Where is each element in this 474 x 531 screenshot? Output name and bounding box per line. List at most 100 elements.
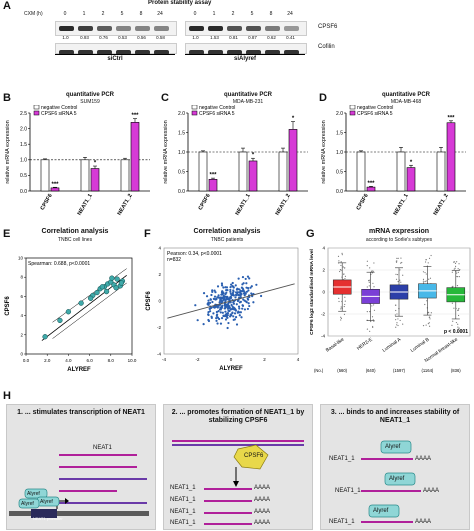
- outlier-point: [458, 307, 460, 310]
- band-ratio: 1.0: [192, 35, 199, 40]
- scatter-point: [219, 311, 222, 314]
- legend-swatch-control: [349, 105, 356, 110]
- scatter-point: [65, 309, 72, 315]
- scatter-point: [220, 316, 224, 320]
- outlier-point: [427, 312, 429, 314]
- category-label: Luminal A: [381, 336, 402, 353]
- panel-letter-a: A: [3, 0, 11, 12]
- scatter-point: [210, 293, 213, 297]
- scatter-point: [224, 286, 227, 289]
- outlier-point: [430, 312, 432, 314]
- outlier-point: [341, 254, 343, 256]
- panelA-chx-label: CXM (h): [24, 11, 43, 17]
- scatter-point: [242, 290, 245, 293]
- outlier-point: [344, 267, 346, 269]
- scatter-point: [207, 303, 210, 306]
- blot-cpsf6-sictrl: [55, 21, 177, 36]
- outlier-point: [457, 314, 460, 317]
- timepoint-label: 0: [193, 11, 197, 17]
- outlier-point: [459, 269, 461, 271]
- band-ratio: 0.41: [286, 35, 295, 40]
- bar-sirna: [446, 122, 456, 192]
- x-tick-label: 4.0: [65, 358, 72, 363]
- scatter-point: [224, 307, 227, 310]
- legend-label-control: negative Control: [357, 105, 393, 111]
- scatter-point: [236, 291, 239, 294]
- panelE-title: Correlation analysis: [41, 228, 109, 235]
- band-ratio: 0.58: [156, 35, 165, 40]
- outlier-point: [340, 319, 342, 321]
- scatter-point: [202, 292, 206, 295]
- outlier-point: [424, 280, 426, 283]
- legend-swatch-sirna: [191, 110, 198, 116]
- y-axis-label: relative mRNA expression: [163, 120, 169, 183]
- outlier-point: [343, 305, 345, 308]
- category-label: NEAT1_1: [235, 193, 252, 217]
- outlier-point: [366, 328, 369, 330]
- pvalue-annotation: p < 0.0001: [444, 329, 468, 335]
- alyref-bound-2: [384, 472, 416, 486]
- timepoint-label: 24: [157, 11, 163, 17]
- scatter-point: [228, 315, 232, 318]
- box1-alyref-label-2: Alyref: [40, 499, 53, 505]
- outlier-point: [395, 319, 397, 321]
- scatter-point: [220, 300, 224, 303]
- x-tick-label: 0.0: [23, 358, 30, 363]
- outlier-point: [344, 303, 346, 306]
- scatter-point: [221, 311, 224, 314]
- y-tick-label: 4: [158, 246, 161, 251]
- box3-transcript-1: NEAT1_1: [329, 456, 355, 462]
- pcr-title: quantitative PCR: [381, 92, 430, 98]
- category-label: CPSF6: [356, 193, 370, 211]
- scatter-point: [234, 293, 238, 296]
- scatter-point: [232, 315, 235, 318]
- y-tick-label: 2: [158, 272, 161, 277]
- mechanism-box-2: 2. ... promotes formation of NEAT1_1 by …: [163, 404, 313, 530]
- box-her2-e: [361, 260, 380, 332]
- scatter-point: [235, 303, 238, 306]
- scatter-point: [113, 285, 119, 291]
- scatter-point: [229, 290, 232, 293]
- y-tick-label: 1.0: [178, 150, 185, 156]
- panelE-subtitle: TNBC cell lines: [57, 237, 93, 243]
- category-label: NEAT1_1: [393, 193, 410, 217]
- y-tick-label: 8: [20, 275, 23, 280]
- category-label: NEAT1_2: [117, 193, 134, 217]
- outlier-point: [457, 328, 459, 330]
- box2-cpsf6-label: CPSF6: [244, 453, 264, 459]
- blot-cpsf6-sialyref: [185, 21, 307, 36]
- significance-marker: ***: [209, 173, 217, 179]
- blot-cofilin-sialyref: [185, 43, 307, 55]
- box-luminal-b: [418, 254, 437, 327]
- scatter-point: [241, 283, 244, 286]
- panel-letter-h: H: [3, 390, 11, 402]
- outlier-point: [422, 282, 425, 284]
- scatter-point: [237, 310, 240, 313]
- outlier-point: [457, 268, 459, 270]
- scatter-point: [222, 314, 225, 318]
- pcr-title: quantitative PCR: [65, 92, 114, 98]
- scatter-point: [212, 312, 215, 315]
- alyref-bound-3: [368, 504, 400, 518]
- outlier-point: [396, 273, 399, 276]
- scatter-point: [208, 301, 212, 304]
- outlier-point: [395, 278, 398, 280]
- outlier-point: [400, 281, 402, 283]
- outlier-point: [457, 323, 459, 325]
- box3-polya-1: AAAA: [415, 456, 432, 462]
- box-normal-breast-like: [446, 261, 466, 330]
- ci-line-lower: [52, 282, 127, 339]
- scatter-point: [114, 276, 120, 282]
- bands-cpsf6-1: [59, 26, 169, 31]
- box3-alyref-2: Alyref: [389, 476, 405, 482]
- scatter-point: [230, 283, 233, 286]
- outlier-point: [455, 272, 458, 274]
- scatter-point: [216, 296, 219, 299]
- timepoint-label: 0: [63, 11, 67, 17]
- outlier-point: [370, 320, 372, 323]
- bar-sirna: [406, 167, 416, 192]
- y-tick-label: 0.0: [178, 189, 185, 195]
